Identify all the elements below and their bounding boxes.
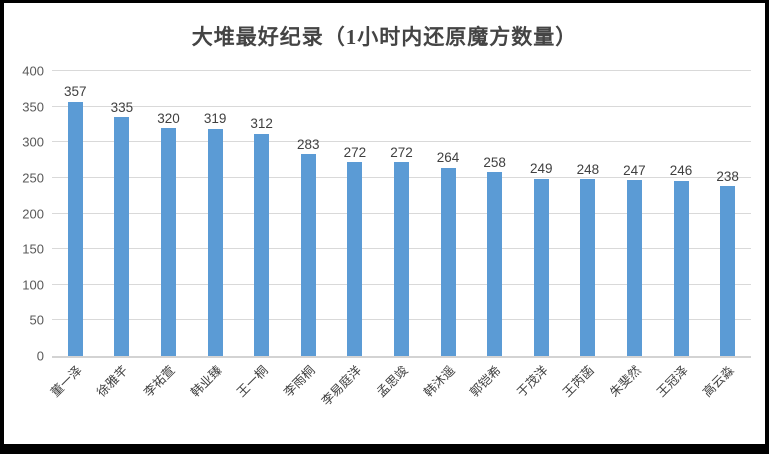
bar-column: 319 韩业臻 <box>188 71 239 400</box>
bar-column: 335 徐雅芊 <box>95 71 146 400</box>
x-axis-label: 王芮菡 <box>560 363 598 400</box>
bar-column: 312 王一桐 <box>234 71 285 400</box>
gridline <box>52 141 751 143</box>
y-tick-label: 0 <box>36 348 44 364</box>
chart-title: 大堆最好纪录（1小时内还原魔方数量） <box>191 25 578 49</box>
x-axis-label: 韩沐遥 <box>420 363 458 400</box>
bar-value-label: 357 <box>64 84 87 100</box>
bar-column: 283 李雨桐 <box>281 71 332 400</box>
bar <box>580 179 596 356</box>
y-tick-label: 250 <box>22 170 44 186</box>
bar-value-label: 258 <box>483 154 506 170</box>
bar <box>207 128 223 356</box>
bar-value-label: 283 <box>297 136 320 152</box>
bar <box>487 172 503 356</box>
bar-column: 246 王冠泽 <box>654 71 705 399</box>
y-tick-label: 200 <box>22 206 44 221</box>
y-tick-label: 150 <box>22 241 44 257</box>
bar-value-label: 312 <box>250 116 273 132</box>
bar-value-label: 320 <box>157 110 180 126</box>
bar-value-label: 272 <box>343 144 367 160</box>
bar-column: 249 于茂洋 <box>514 71 565 400</box>
bar <box>254 133 270 356</box>
plot-area: 357 董一泽 335 徐雅芊 320 李祐萱 319 韩业臻 312 王一桐 283 李雨桐 272 李… <box>48 70 751 409</box>
y-tick-label: 50 <box>29 312 44 328</box>
bar-value-label: 272 <box>390 144 413 160</box>
bar-column: 258 郭铠希 <box>467 71 518 400</box>
bar-column: 320 李祐萱 <box>141 71 192 399</box>
x-axis-label: 李易庭洋 <box>318 363 365 409</box>
bar-column: 272 李易庭洋 <box>319 71 379 409</box>
x-axis-label: 董一泽 <box>48 363 85 400</box>
bar-column: 272 孟思竣 <box>374 71 425 400</box>
bar <box>673 180 689 356</box>
y-tick-label: 350 <box>22 99 44 115</box>
x-axis-label: 李雨桐 <box>281 363 318 400</box>
bar-value-label: 238 <box>716 168 739 184</box>
bar-value-label: 335 <box>110 99 134 115</box>
bar-value-label: 246 <box>669 163 693 179</box>
bar <box>347 162 363 356</box>
x-axis-label: 王冠泽 <box>653 363 691 400</box>
bar <box>160 128 176 356</box>
y-tick-label: 400 <box>22 63 44 79</box>
x-axis-label: 高云淼 <box>700 363 737 400</box>
bar-value-label: 264 <box>436 150 460 166</box>
bar <box>114 117 130 356</box>
bar-value-label: 247 <box>623 162 646 178</box>
bar-value-label: 249 <box>529 161 553 177</box>
y-axis: 0 50 100 150 200 250 300 350 400 <box>8 65 52 363</box>
chart-area: 0 50 100 150 200 250 300 350 400 357 董一泽 335 徐雅芊 320… <box>4 65 765 409</box>
bar-column: 248 王芮菡 <box>561 71 612 400</box>
x-axis-label: 朱斐然 <box>607 363 644 400</box>
bar-column: 238 高云淼 <box>700 71 751 400</box>
bar-series: 357 董一泽 335 徐雅芊 320 李祐萱 319 韩业臻 312 王一桐 283 李雨桐 272 李… <box>48 71 751 409</box>
x-axis-label: 王一桐 <box>234 363 271 400</box>
x-axis-label: 于茂洋 <box>513 363 551 400</box>
x-axis-label: 徐雅芊 <box>94 363 132 400</box>
x-axis-label: 韩业臻 <box>187 363 225 400</box>
bar-value-label: 248 <box>576 161 600 177</box>
bar <box>393 162 409 356</box>
y-tick-label: 100 <box>22 277 44 293</box>
x-axis-label: 孟思竣 <box>374 363 411 400</box>
bar-column: 247 朱斐然 <box>607 71 658 400</box>
bar <box>720 186 736 356</box>
gridline <box>52 105 751 107</box>
bar <box>626 180 642 356</box>
gridline <box>52 70 751 71</box>
bar <box>67 101 83 356</box>
bar-column: 357 董一泽 <box>48 71 99 400</box>
x-axis-label: 郭铠希 <box>467 363 504 400</box>
bar <box>440 167 456 356</box>
x-axis-label: 李祐萱 <box>141 363 178 400</box>
bar <box>300 154 316 356</box>
bar <box>533 178 549 356</box>
y-tick-label: 300 <box>22 134 44 150</box>
bar-column: 264 韩沐遥 <box>421 71 472 399</box>
bar-value-label: 319 <box>203 111 227 127</box>
